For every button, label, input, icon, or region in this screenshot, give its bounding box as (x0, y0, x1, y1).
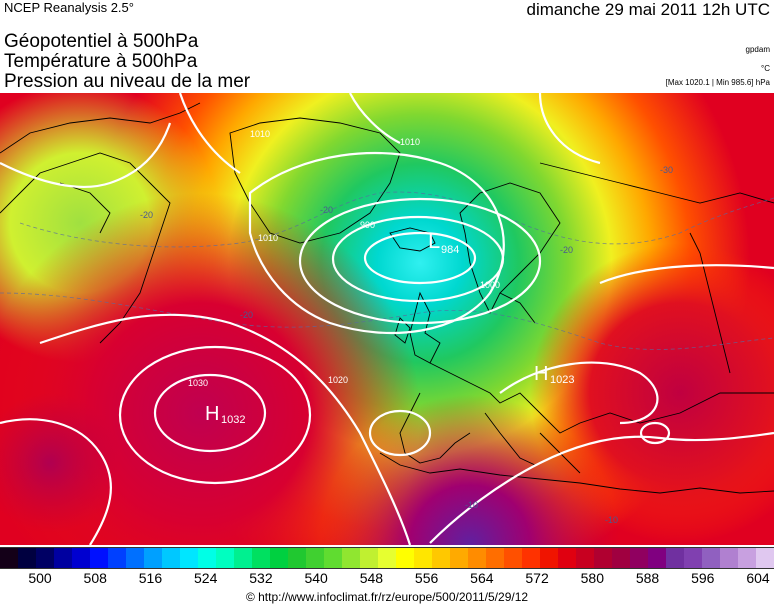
isobar-label: 1010 (400, 137, 420, 147)
temperature-label: -10 (605, 515, 618, 525)
low-pressure-center: L (428, 228, 440, 253)
color-swatch (36, 548, 54, 568)
color-swatch (0, 548, 18, 568)
isobar-labels: 1010 1010 1010 1000 990 1030 1020 (188, 129, 500, 388)
color-scale-tick: 508 (83, 570, 107, 586)
color-swatch (288, 548, 306, 568)
unit-celsius: °C (761, 64, 770, 73)
color-scale-tick: 596 (691, 570, 715, 586)
color-swatch (54, 548, 72, 568)
color-swatch (558, 548, 576, 568)
source-label: NCEP Reanalysis 2.5° (4, 0, 134, 15)
color-swatch (522, 548, 540, 568)
high-pressure-center-atlantic: H (205, 403, 219, 425)
temperature-label: -20 (560, 245, 573, 255)
color-scale-tick: 564 (470, 570, 494, 586)
color-swatch (504, 548, 522, 568)
color-swatch (486, 548, 504, 568)
temperature-contours (0, 191, 774, 350)
temperature-labels: -20 -20 -20 -20 -10 -10 -30 (140, 165, 673, 525)
high-pressure-value-atlantic: 1032 (221, 414, 245, 426)
color-swatch (450, 548, 468, 568)
color-scale-tick: 516 (138, 570, 163, 586)
color-scale-tick: 572 (525, 570, 549, 586)
color-swatch (216, 548, 234, 568)
color-swatch (360, 548, 378, 568)
isobar-label: 1000 (480, 280, 500, 290)
color-swatch (720, 548, 738, 568)
title-pressure: Pression au niveau de la mer (4, 71, 251, 92)
color-swatch (414, 548, 432, 568)
color-swatch (594, 548, 612, 568)
color-swatch (90, 548, 108, 568)
temperature-label: -20 (140, 210, 153, 220)
color-swatch (702, 548, 720, 568)
isobar-label: 990 (360, 220, 375, 230)
color-swatch (162, 548, 180, 568)
coastlines (0, 102, 774, 494)
color-swatch (738, 548, 756, 568)
color-swatch (432, 548, 450, 568)
color-scale-tick: 540 (304, 570, 328, 586)
title-temperature: Température à 500hPa (4, 51, 198, 72)
color-swatch (756, 548, 774, 568)
color-scale-tick: 604 (746, 570, 770, 586)
color-swatch (126, 548, 144, 568)
color-swatch (684, 548, 702, 568)
color-scale-tick: 580 (580, 570, 604, 586)
color-swatch (342, 548, 360, 568)
color-scale-tick: 500 (28, 570, 52, 586)
isobar-label: 1020 (328, 375, 348, 385)
unit-pressure-range: [Max 1020.1 | Min 985.6] hPa (665, 78, 770, 87)
isobar-label: 1010 (250, 129, 270, 139)
color-scale-tick: 556 (414, 570, 439, 586)
isobar-label: 1030 (188, 378, 208, 388)
color-swatch (612, 548, 630, 568)
color-scale-tick: 532 (249, 570, 273, 586)
color-swatch (198, 548, 216, 568)
credit-text: © http://www.infoclimat.fr/rz/europe/500… (245, 590, 529, 604)
color-swatch (648, 548, 666, 568)
temperature-label: -20 (240, 310, 253, 320)
temperature-label: -20 (320, 205, 333, 215)
color-swatch (270, 548, 288, 568)
unit-gpdam: gpdam (745, 45, 770, 54)
color-swatch (18, 548, 36, 568)
color-scale-tick: 524 (194, 570, 218, 586)
color-swatch (306, 548, 324, 568)
high-pressure-value-europe: 1023 (550, 374, 574, 386)
color-swatch (252, 548, 270, 568)
color-swatch (468, 548, 486, 568)
color-swatch (576, 548, 594, 568)
temperature-label: -10 (465, 500, 478, 510)
isobar-label: 1010 (258, 233, 278, 243)
color-scale-ticks: 500 508 516 524 532 540 548 556 564 572 580 588 596 6… (0, 570, 774, 588)
title-geopotential: Géopotentiel à 500hPa (4, 31, 199, 52)
color-scale-tick: 588 (635, 570, 660, 586)
color-swatch (144, 548, 162, 568)
color-scale (0, 547, 774, 569)
temperature-label: -30 (660, 165, 673, 175)
color-swatch (666, 548, 684, 568)
weather-map: L 984 H 1032 H 1023 1010 1010 1010 1000 … (0, 93, 774, 545)
color-swatch (180, 548, 198, 568)
color-swatch (234, 548, 252, 568)
date-label: dimanche 29 mai 2011 12h UTC (526, 0, 771, 19)
color-swatch (396, 548, 414, 568)
color-swatch (108, 548, 126, 568)
high-pressure-center-europe: H (534, 363, 548, 385)
color-swatch (72, 548, 90, 568)
color-swatch (378, 548, 396, 568)
color-swatch (324, 548, 342, 568)
low-pressure-value: 984 (441, 244, 459, 256)
color-swatch (540, 548, 558, 568)
color-scale-tick: 548 (359, 570, 384, 586)
isobars (0, 93, 774, 545)
color-swatch (630, 548, 648, 568)
